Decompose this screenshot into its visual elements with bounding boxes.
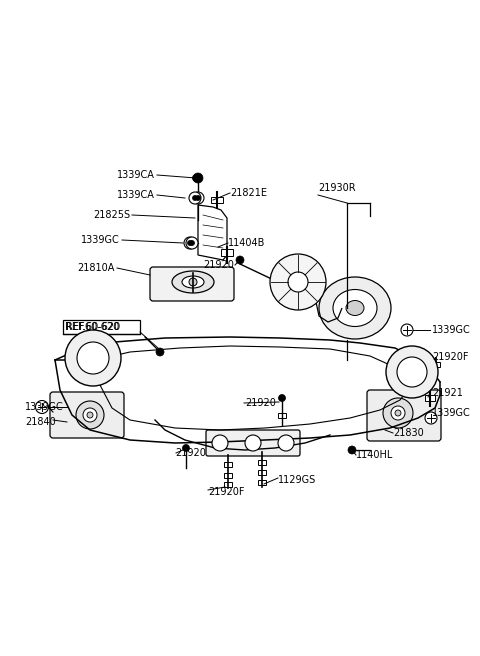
Circle shape (236, 256, 244, 264)
Circle shape (192, 174, 200, 182)
Circle shape (193, 173, 203, 183)
Text: 11404B: 11404B (228, 238, 265, 248)
Circle shape (278, 435, 294, 451)
Ellipse shape (333, 289, 377, 327)
Circle shape (192, 192, 204, 204)
Circle shape (288, 272, 308, 292)
Text: 21930R: 21930R (318, 183, 356, 193)
FancyBboxPatch shape (150, 267, 234, 301)
Text: 21920F: 21920F (432, 352, 468, 362)
FancyBboxPatch shape (50, 392, 124, 438)
Circle shape (397, 357, 427, 387)
Bar (224, 473, 232, 478)
Text: 1339GC: 1339GC (81, 235, 120, 245)
Bar (423, 362, 432, 367)
Ellipse shape (346, 300, 364, 316)
Circle shape (425, 412, 437, 424)
Circle shape (212, 435, 228, 451)
Bar (425, 395, 435, 401)
Circle shape (383, 398, 413, 428)
Text: 21810A: 21810A (78, 263, 115, 273)
Text: 1129GS: 1129GS (278, 475, 316, 485)
Text: 21921: 21921 (432, 388, 463, 398)
Ellipse shape (172, 271, 214, 293)
Text: 21920: 21920 (203, 260, 234, 270)
Circle shape (65, 330, 121, 386)
Text: 1339GC: 1339GC (432, 408, 471, 418)
Bar (258, 470, 266, 475)
Circle shape (83, 408, 97, 422)
Text: 21825S: 21825S (93, 210, 130, 220)
Circle shape (278, 394, 286, 401)
Text: 1339GC: 1339GC (432, 325, 471, 335)
Bar (258, 480, 266, 485)
Circle shape (386, 346, 438, 398)
Text: 21830: 21830 (393, 428, 424, 438)
Circle shape (189, 192, 201, 204)
Circle shape (270, 254, 326, 310)
Text: 21821E: 21821E (230, 188, 267, 198)
FancyBboxPatch shape (367, 390, 441, 441)
Circle shape (36, 401, 48, 413)
Circle shape (156, 348, 164, 356)
Circle shape (245, 435, 261, 451)
Circle shape (188, 241, 192, 245)
Circle shape (190, 241, 194, 245)
Bar (278, 413, 286, 418)
Bar (211, 197, 223, 203)
Text: 1140HL: 1140HL (356, 450, 394, 460)
Bar (431, 362, 440, 367)
Bar (224, 462, 232, 467)
Text: 21840: 21840 (25, 417, 56, 427)
Circle shape (186, 237, 198, 249)
Text: REF.60-620: REF.60-620 (65, 322, 119, 332)
Bar (258, 460, 266, 465)
Circle shape (391, 406, 405, 420)
Bar (221, 249, 233, 256)
Text: 21920F: 21920F (208, 487, 244, 497)
Circle shape (77, 342, 109, 374)
Circle shape (184, 237, 196, 249)
Circle shape (192, 195, 197, 201)
Circle shape (401, 324, 413, 336)
Circle shape (87, 412, 93, 418)
Circle shape (195, 195, 201, 201)
FancyBboxPatch shape (63, 320, 140, 334)
Circle shape (348, 446, 356, 454)
Text: REF.60-620: REF.60-620 (66, 322, 120, 332)
Circle shape (182, 445, 190, 451)
Text: 21920: 21920 (175, 448, 206, 458)
Bar (224, 482, 232, 487)
Text: 21920: 21920 (245, 398, 276, 408)
Text: 1339CA: 1339CA (117, 190, 155, 200)
Text: 1339GC: 1339GC (25, 402, 64, 412)
Circle shape (76, 401, 104, 429)
Ellipse shape (319, 277, 391, 339)
Text: 1339CA: 1339CA (117, 170, 155, 180)
FancyBboxPatch shape (206, 430, 300, 456)
Ellipse shape (182, 276, 204, 288)
Circle shape (395, 410, 401, 416)
Circle shape (189, 278, 197, 286)
